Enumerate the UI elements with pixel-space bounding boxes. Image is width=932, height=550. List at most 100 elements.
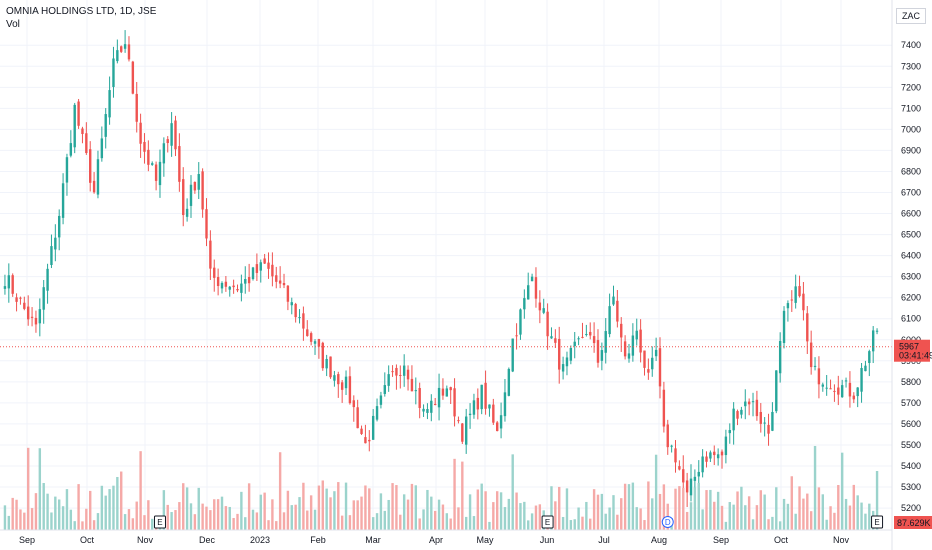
x-tick-label: Nov bbox=[137, 535, 154, 545]
volume-bar bbox=[197, 487, 200, 530]
candle bbox=[806, 313, 809, 342]
candle bbox=[205, 209, 208, 239]
candle bbox=[309, 333, 313, 342]
volume-bar bbox=[453, 458, 456, 530]
volume-bar bbox=[58, 499, 61, 530]
candle bbox=[464, 416, 468, 445]
candle bbox=[379, 395, 383, 405]
candle bbox=[662, 389, 666, 427]
candle bbox=[89, 149, 92, 183]
candle bbox=[7, 275, 11, 289]
candle bbox=[802, 293, 805, 311]
candle bbox=[96, 159, 100, 195]
earnings-marker bbox=[871, 515, 884, 529]
volume-bar bbox=[298, 497, 301, 530]
candle bbox=[643, 350, 646, 368]
candle bbox=[290, 302, 293, 306]
volume-bar bbox=[852, 484, 856, 530]
x-tick-label: Oct bbox=[80, 535, 95, 545]
symbol-title[interactable]: OMNIA HOLDINGS LTD, 1D, JSE bbox=[6, 6, 157, 17]
volume-bar bbox=[368, 488, 371, 530]
volume-bar bbox=[511, 454, 514, 530]
y-tick-label: 6200 bbox=[901, 293, 921, 303]
volume-bar bbox=[135, 501, 138, 530]
candle bbox=[561, 364, 565, 372]
volume-bar bbox=[69, 509, 73, 530]
candle bbox=[480, 384, 483, 410]
volume-bar bbox=[437, 499, 441, 530]
candle bbox=[782, 310, 786, 343]
volume-indicator-label[interactable]: Vol bbox=[6, 19, 20, 30]
volume-bar bbox=[410, 483, 414, 530]
candle bbox=[732, 408, 735, 431]
candle bbox=[65, 157, 69, 183]
volume-bar bbox=[228, 506, 231, 530]
candle bbox=[608, 306, 611, 335]
candle bbox=[747, 401, 751, 405]
y-tick-label: 6100 bbox=[901, 314, 921, 324]
volume-bar bbox=[585, 501, 588, 530]
volume-bar bbox=[740, 486, 743, 530]
y-tick-label: 5600 bbox=[901, 419, 921, 429]
y-tick-label: 5200 bbox=[901, 503, 921, 513]
candle bbox=[73, 104, 76, 148]
candle bbox=[476, 397, 480, 410]
candle bbox=[348, 376, 352, 404]
volume-bar bbox=[356, 500, 359, 530]
earnings-marker bbox=[541, 515, 554, 529]
volume-bar bbox=[530, 513, 534, 530]
volume-bar bbox=[143, 515, 146, 530]
volume-bar bbox=[406, 499, 410, 530]
candle bbox=[364, 437, 367, 444]
volume-bar bbox=[813, 445, 817, 530]
volume-bar bbox=[414, 485, 418, 530]
volume-bar bbox=[709, 489, 712, 530]
candle bbox=[344, 376, 348, 389]
candle bbox=[42, 287, 45, 310]
y-tick-label: 6500 bbox=[901, 230, 921, 240]
volume-bar bbox=[422, 509, 425, 530]
volume-bar bbox=[147, 500, 150, 530]
y-tick-label: 7000 bbox=[901, 124, 921, 134]
volume-bar bbox=[484, 491, 487, 530]
volume-bar bbox=[782, 498, 786, 530]
candle bbox=[596, 340, 600, 363]
volume-bar bbox=[623, 483, 627, 530]
candle bbox=[414, 390, 418, 392]
currency-badge[interactable]: ZAC bbox=[896, 8, 926, 24]
volume-bar bbox=[42, 482, 45, 530]
candle bbox=[127, 44, 131, 60]
candle bbox=[30, 316, 34, 318]
candle bbox=[600, 350, 604, 361]
candle bbox=[724, 436, 728, 456]
candle bbox=[585, 334, 588, 336]
volume-bar bbox=[364, 485, 367, 530]
candle bbox=[577, 338, 580, 340]
candle bbox=[54, 237, 57, 250]
candle bbox=[612, 296, 615, 305]
x-tick-label: Apr bbox=[429, 535, 443, 545]
countdown-label: 03:41:49 bbox=[899, 351, 932, 361]
volume-bar bbox=[488, 521, 491, 530]
volume-bar bbox=[441, 504, 445, 530]
candle bbox=[875, 330, 879, 332]
volume-bar bbox=[96, 513, 100, 530]
candle bbox=[69, 143, 73, 156]
volume-bar bbox=[790, 476, 793, 530]
candle bbox=[751, 401, 755, 403]
volume-bar bbox=[240, 491, 243, 530]
candle bbox=[778, 341, 782, 374]
candle bbox=[453, 388, 456, 417]
volume-bar bbox=[534, 505, 538, 530]
volume-bar bbox=[658, 493, 662, 530]
volume-bar bbox=[763, 494, 766, 530]
volume-bar bbox=[178, 502, 181, 530]
volume-bar bbox=[220, 496, 224, 530]
candle bbox=[329, 356, 332, 378]
y-tick-label: 5800 bbox=[901, 377, 921, 387]
candle bbox=[530, 276, 534, 282]
volume-bar bbox=[216, 499, 220, 530]
candle bbox=[775, 370, 778, 412]
candle bbox=[340, 382, 344, 390]
